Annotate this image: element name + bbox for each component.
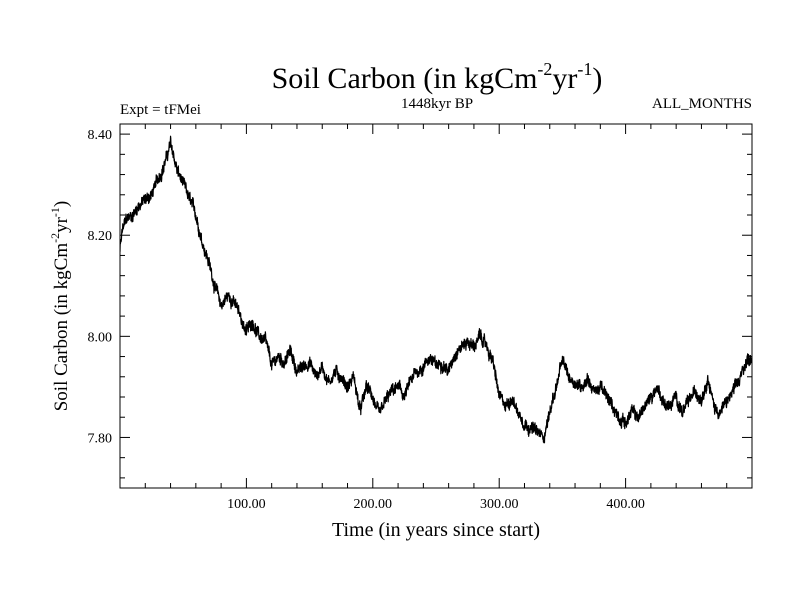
y-tick-label: 8.40 (88, 128, 113, 143)
x-tick-label: 400.00 (606, 497, 645, 512)
period-label: 1448kyr BP (401, 96, 473, 112)
x-tick-labels: 100.00 200.00 300.00 400.00 (227, 497, 645, 512)
y-axis-label-superscript-1: -2 (48, 233, 62, 243)
data-series-line (120, 135, 752, 444)
chart-title-mid: yr (552, 62, 577, 95)
chart-title-superscript-1: -2 (537, 59, 552, 79)
y-axis-label: Soil Carbon (in kgCm-2yr-1) (48, 201, 72, 412)
y-axis-label-main: Soil Carbon (in kgCm (51, 243, 72, 412)
y-tick-labels: 7.80 8.00 8.20 8.40 (88, 128, 113, 446)
chart-title-main: Soil Carbon (in kgCm (272, 62, 538, 95)
data-series-line-group (120, 135, 752, 444)
chart-title: Soil Carbon (in kgCm-2yr-1) (272, 59, 603, 95)
y-minor-ticks (120, 133, 752, 479)
x-tick-label: 300.00 (480, 497, 519, 512)
x-minor-ticks (144, 124, 728, 488)
chart-title-end: ) (592, 62, 602, 95)
experiment-label: Expt = tFMei (120, 102, 201, 118)
y-tick-label: 8.00 (88, 330, 113, 345)
chart-title-superscript-2: -1 (577, 59, 592, 79)
y-tick-label: 8.20 (88, 229, 113, 244)
y-axis-label-end: ) (51, 201, 72, 207)
plot-frame (119, 123, 753, 489)
y-axis-label-mid: yr (51, 216, 72, 233)
x-axis-label: Time (in years since start) (332, 519, 540, 541)
y-axis-label-superscript-2: -1 (48, 207, 62, 217)
y-tick-label: 7.80 (88, 431, 113, 446)
x-tick-label: 200.00 (354, 497, 393, 512)
months-label: ALL_MONTHS (652, 96, 752, 112)
x-tick-label: 100.00 (227, 497, 266, 512)
